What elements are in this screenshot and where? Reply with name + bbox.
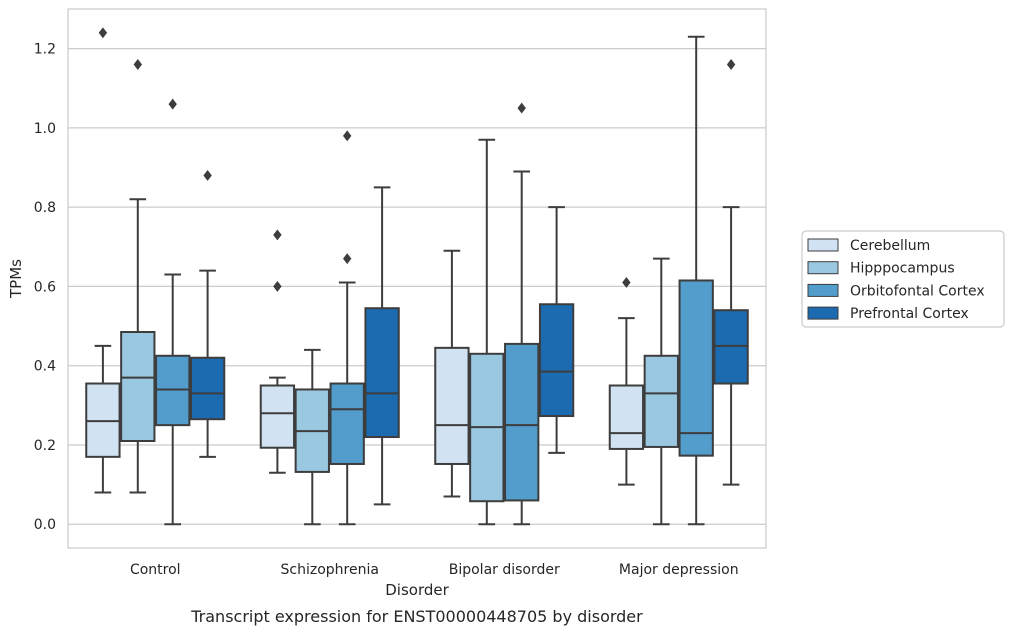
legend-swatch bbox=[807, 283, 839, 297]
figure-caption: Transcript expression for ENST0000044870… bbox=[190, 607, 643, 626]
y-tick-label: 0.0 bbox=[34, 517, 56, 533]
legend-label: Prefrontal Cortex bbox=[850, 306, 969, 322]
box bbox=[504, 342, 540, 502]
y-tick-label: 1.0 bbox=[34, 121, 56, 137]
plot-frame bbox=[67, 8, 767, 549]
y-tick-label: 0.4 bbox=[34, 359, 56, 375]
box bbox=[678, 279, 714, 457]
legend-label: Hipppocampus bbox=[850, 261, 955, 277]
boxplot-1-2 bbox=[469, 138, 505, 526]
outlier-point bbox=[343, 130, 352, 142]
boxplot-2-2 bbox=[504, 102, 540, 526]
y-tick-label: 0.6 bbox=[34, 279, 56, 295]
y-tick-labels: 0.0 0.2 0.4 0.6 0.8 1.0 1.2 bbox=[34, 42, 56, 534]
x-tick-label: Schizophrenia bbox=[281, 562, 379, 578]
box bbox=[643, 354, 679, 448]
boxplot-3-3 bbox=[713, 59, 749, 486]
outlier-point bbox=[98, 27, 108, 39]
boxplot-1-0 bbox=[120, 59, 156, 494]
outlier-point bbox=[517, 102, 526, 114]
x-tick-label: Bipolar disorder bbox=[449, 562, 560, 578]
boxplots bbox=[85, 27, 749, 526]
legend-swatch bbox=[807, 261, 839, 275]
legend-label: Cerebellum bbox=[850, 238, 930, 254]
outlier-point bbox=[343, 253, 352, 265]
x-tick-label: Major depression bbox=[619, 562, 739, 578]
boxplot-1-1 bbox=[294, 348, 330, 526]
box bbox=[259, 384, 296, 449]
boxplot-3-1 bbox=[364, 186, 400, 506]
boxplot-0-1 bbox=[259, 229, 296, 474]
boxplot-0-3 bbox=[608, 277, 645, 486]
legend-frame bbox=[801, 230, 1005, 328]
boxplot-3-2 bbox=[538, 206, 575, 454]
box bbox=[364, 307, 400, 439]
legend-swatch bbox=[807, 306, 839, 320]
boxplot-3-0 bbox=[189, 169, 226, 458]
box bbox=[608, 384, 645, 450]
y-tick-label: 1.2 bbox=[34, 42, 56, 58]
boxplot-0-2 bbox=[434, 249, 470, 498]
y-tick-label: 0.8 bbox=[34, 200, 56, 216]
outlier-point bbox=[168, 98, 177, 110]
y-axis-label: TPMs bbox=[7, 259, 25, 299]
x-axis-label: Disorder bbox=[385, 581, 449, 599]
x-tick-labels: Control Schizophrenia Bipolar disorder Majo… bbox=[130, 562, 739, 578]
boxplot-2-1 bbox=[329, 130, 365, 526]
boxplot-1-3 bbox=[643, 257, 679, 526]
box bbox=[189, 356, 226, 421]
outlier-point bbox=[273, 229, 282, 241]
x-tick-label: Control bbox=[130, 562, 181, 578]
boxplot-2-0 bbox=[155, 98, 191, 526]
outlier-point bbox=[273, 280, 282, 292]
outlier-point bbox=[622, 277, 631, 288]
legend-swatch bbox=[807, 238, 839, 252]
boxplot-2-3 bbox=[678, 35, 714, 526]
outlier-point bbox=[133, 59, 142, 70]
box bbox=[434, 346, 470, 465]
box bbox=[329, 382, 365, 465]
legend-label: Orbitofontal Cortex bbox=[850, 283, 985, 299]
y-tick-label: 0.2 bbox=[34, 438, 56, 454]
boxplot-0-0 bbox=[85, 27, 121, 494]
outlier-point bbox=[203, 169, 212, 181]
legend: Cerebellum Hipppocampus Orbitofontal Corte… bbox=[801, 230, 1005, 328]
box bbox=[120, 331, 156, 442]
outlier-point bbox=[726, 59, 736, 70]
box bbox=[538, 303, 575, 418]
